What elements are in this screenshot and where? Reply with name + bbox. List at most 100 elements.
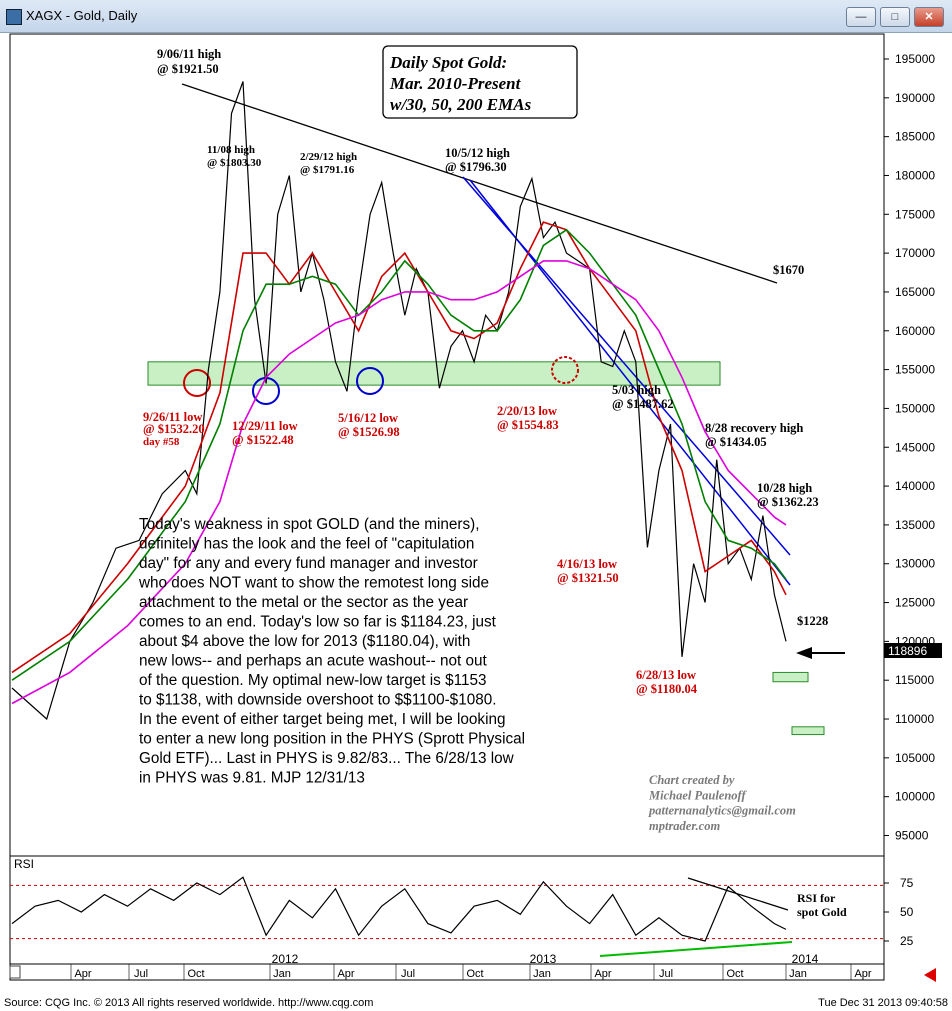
price-annotation: @ $1487.62 <box>612 397 674 411</box>
rsi-uptrend-line <box>599 941 793 957</box>
price-annotation: @ $1362.23 <box>757 495 819 509</box>
restore-button[interactable]: □ <box>880 7 910 27</box>
price-annotation: 10/5/12 high <box>445 146 510 160</box>
price-annotation: 10/28 high <box>757 481 812 495</box>
price-annotation: 2/20/13 low <box>497 404 557 418</box>
price-annotation: 8/28 recovery high <box>705 421 803 435</box>
y-tick-label: 125000 <box>895 596 935 610</box>
low-circle <box>551 356 579 384</box>
y-tick-label: 100000 <box>895 790 935 804</box>
x-tick-label: Apr <box>854 968 871 980</box>
price-annotation: day #58 <box>143 436 180 448</box>
credit-line: patternanalytics@gmail.com <box>648 804 796 818</box>
x-tick-label: Jul <box>659 968 673 980</box>
y-tick-label: 185000 <box>895 130 935 144</box>
title-line: Daily Spot Gold: <box>389 53 507 72</box>
series-price <box>11 81 787 721</box>
y-tick-label: 110000 <box>895 712 934 726</box>
x-year-label: 2013 <box>530 952 557 966</box>
minimize-button[interactable]: — <box>846 7 876 27</box>
channel-line-lower <box>469 179 791 586</box>
series-ema-30 <box>11 221 787 674</box>
price-annotation: 9/26/11 low <box>143 410 202 424</box>
y-tick-label: 130000 <box>895 557 935 571</box>
price-panel <box>9 33 885 857</box>
low-circle <box>356 367 384 395</box>
price-annotation: 6/28/13 low <box>636 668 696 682</box>
y-tick-label: 115000 <box>895 673 934 687</box>
commentary-line: Gold ETF)... Last in PHYS is 9.82/83... … <box>139 750 515 767</box>
rsi-y-tick-label: 25 <box>900 934 914 948</box>
y-tick-label: 180000 <box>895 168 935 182</box>
rsi-series <box>11 876 787 942</box>
x-tick-label: Jan <box>789 968 807 980</box>
price-annotation: 2/29/12 high <box>300 151 357 163</box>
current-price-box <box>884 643 942 658</box>
x-tick-label: Apr <box>74 968 91 980</box>
y-tick-label: 190000 <box>895 91 935 105</box>
title-line: w/30, 50, 200 EMAs <box>390 95 532 114</box>
price-annotation: 11/08 high <box>207 144 255 156</box>
commentary-line: comes to an end. Today's low so far is $… <box>139 614 497 631</box>
scroll-left-handle[interactable] <box>9 965 21 979</box>
commentary-line: about $4 above the low for 2013 ($1180.0… <box>139 633 470 650</box>
price-annotation: @ $1532.20 <box>143 422 205 436</box>
x-tick-label: Jan <box>533 968 551 980</box>
price-annotation: 5/16/12 low <box>338 411 398 425</box>
price-annotation: @ $1803.30 <box>207 157 262 169</box>
price-annotation: 9/06/11 high <box>157 47 221 61</box>
price-arrow-head <box>796 647 812 659</box>
commentary-line: in PHYS was 9.81. MJP 12/31/13 <box>139 770 365 787</box>
commentary-line: to enter a new long position in the PHYS… <box>139 731 525 748</box>
credit-line: mptrader.com <box>649 819 720 833</box>
app-icon <box>6 9 22 25</box>
commentary-line: Today's weakness in spot GOLD (and the m… <box>139 516 479 533</box>
rsi-title: RSI <box>14 857 34 871</box>
support-zone <box>147 361 721 386</box>
series-ema-200 <box>11 260 787 705</box>
close-button[interactable]: ✕ <box>914 7 944 27</box>
price-annotation: $1670 <box>773 263 804 277</box>
commentary-line: who does NOT want to show the remotest l… <box>138 575 489 592</box>
series-ema-50 <box>11 228 787 681</box>
x-tick-label: Oct <box>466 968 483 980</box>
rsi-annotation-line: spot Gold <box>797 905 847 919</box>
x-year-label: 2012 <box>272 952 299 966</box>
x-tick-label: Oct <box>726 968 743 980</box>
rsi-panel <box>9 855 885 965</box>
rsi-y-tick-label: 75 <box>900 876 914 890</box>
target-zone <box>772 671 809 683</box>
window-title: XAGX - Gold, Daily <box>26 8 138 23</box>
downtrend-line <box>181 83 778 284</box>
title-box <box>382 45 578 119</box>
low-circle <box>183 369 211 397</box>
rsi-y-tick-label: 50 <box>900 905 914 919</box>
rsi-downtrend-line <box>687 877 789 911</box>
footer-timestamp: Tue Dec 31 2013 09:40:58 <box>818 997 948 1009</box>
x-tick-label: Jan <box>273 968 291 980</box>
target-zone <box>791 726 825 736</box>
rsi-annotation-line: RSI for <box>797 891 836 905</box>
y-tick-label: 170000 <box>895 246 935 260</box>
y-tick-label: 135000 <box>895 518 935 532</box>
price-annotation: $1228 <box>797 614 828 628</box>
commentary-line: to $1138, with downside overshoot to $$1… <box>139 692 496 709</box>
price-annotation: @ $1554.83 <box>497 418 559 432</box>
y-tick-label: 105000 <box>895 751 935 765</box>
price-annotation: @ $1921.50 <box>157 62 219 76</box>
price-annotation: @ $1522.48 <box>232 433 294 447</box>
y-tick-label: 95000 <box>895 829 929 843</box>
commentary-line: day" for any and every fund manager and … <box>139 555 478 572</box>
x-tick-label: Apr <box>337 968 354 980</box>
price-annotation: @ $1434.05 <box>705 435 767 449</box>
current-price-label: 118896 <box>888 644 927 658</box>
x-tick-label: Jul <box>134 968 148 980</box>
x-tick-label: Apr <box>594 968 611 980</box>
price-annotation: @ $1791.16 <box>300 164 355 176</box>
price-annotation: 5/03 high <box>612 383 661 397</box>
x-tick-label: Oct <box>187 968 204 980</box>
y-tick-label: 165000 <box>895 285 935 299</box>
commentary-line: attachment to the metal or the sector as… <box>139 594 468 611</box>
